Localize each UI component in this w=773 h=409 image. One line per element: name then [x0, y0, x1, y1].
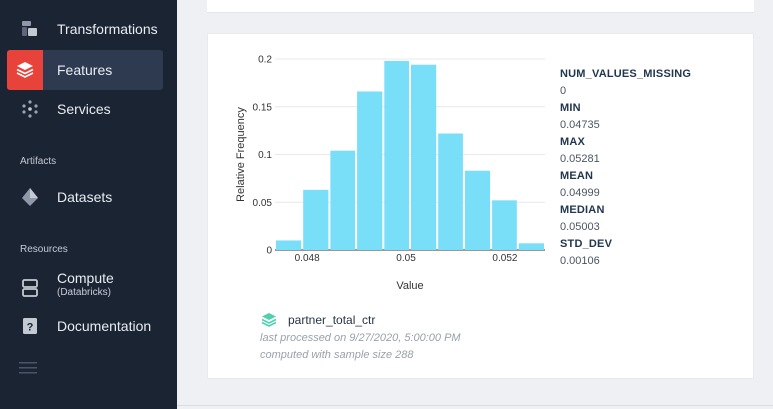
sidebar-item-datasets[interactable]: Datasets	[7, 177, 163, 217]
datasets-icon	[18, 185, 42, 209]
sidebar-item-features[interactable]: Features	[7, 50, 163, 90]
sidebar-item-documentation[interactable]: ? Documentation	[7, 306, 163, 346]
divider	[177, 405, 773, 406]
sidebar-item-sublabel: (Databricks)	[57, 287, 111, 298]
sidebar-item-label: Datasets	[57, 189, 113, 205]
y-tick-label: 0	[266, 246, 272, 257]
stat-name: MIN	[560, 102, 581, 114]
stat-value: 0.04999	[560, 187, 600, 199]
stat-name: MEDIAN	[560, 204, 605, 216]
histogram-bar	[384, 60, 409, 250]
x-tick-label: 0.048	[295, 253, 320, 264]
stat-name: MEAN	[560, 170, 594, 182]
y-tick-label: 0.05	[253, 198, 273, 209]
svg-text:?: ?	[27, 322, 34, 334]
compute-icon	[18, 276, 42, 300]
y-tick-label: 0.2	[258, 55, 272, 66]
stat-name: MAX	[560, 136, 586, 148]
histogram-bar	[303, 189, 329, 250]
documentation-icon: ?	[18, 314, 42, 338]
sidebar-item-services[interactable]: Services	[7, 89, 163, 129]
sidebar-item-transformations[interactable]: Transformations	[7, 9, 163, 49]
sidebar-item-label: Transformations	[57, 21, 158, 37]
histogram-bar	[492, 200, 517, 250]
stat-name: STD_DEV	[560, 238, 613, 250]
sidebar-item-label: Documentation	[57, 318, 152, 334]
sidebar-item-label: Compute	[57, 270, 114, 286]
histogram-bar	[464, 170, 491, 250]
x-tick-label: 0.052	[492, 253, 517, 264]
stat-value: 0.05003	[560, 221, 600, 233]
histogram-bar	[276, 240, 302, 250]
histogram-bar	[438, 133, 463, 250]
histogram-bar	[411, 64, 437, 250]
resources-section-title: Resources	[20, 244, 68, 255]
stat-name: NUM_VALUES_MISSING	[560, 68, 692, 80]
sidebar-item-compute[interactable]: Compute (Databricks)	[7, 266, 163, 310]
sample-size-text: computed with sample size 288	[260, 349, 414, 361]
x-axis-title: Value	[396, 280, 423, 292]
stat-value: 0.05281	[560, 153, 600, 165]
features-icon	[7, 50, 43, 90]
artifacts-section-title: Artifacts	[20, 156, 57, 167]
feature-badge-icon	[260, 311, 278, 329]
sidebar: Transformations Features Services	[0, 0, 177, 409]
feature-name-link[interactable]: partner_total_ctr	[288, 313, 376, 327]
y-axis-title: Relative Frequency	[235, 107, 247, 202]
stat-value: 0.00106	[560, 255, 600, 267]
stat-value: 0.04735	[560, 119, 600, 131]
histogram-bar	[518, 243, 544, 250]
transformations-icon	[18, 17, 42, 41]
y-tick-label: 0.1	[258, 150, 272, 161]
previous-feature-card	[207, 0, 754, 13]
services-icon	[18, 97, 42, 121]
histogram-bar	[330, 150, 356, 250]
sidebar-item-label: Features	[57, 62, 113, 78]
y-tick-label: 0.15	[253, 102, 273, 113]
histogram-bar	[357, 91, 383, 250]
last-processed-text: last processed on 9/27/2020, 5:00:00 PM	[260, 332, 461, 344]
sidebar-item-label: Services	[57, 101, 111, 117]
stat-value: 0	[560, 85, 567, 97]
hamburger-menu-icon[interactable]	[19, 361, 37, 375]
x-tick-label: 0.05	[396, 253, 416, 264]
